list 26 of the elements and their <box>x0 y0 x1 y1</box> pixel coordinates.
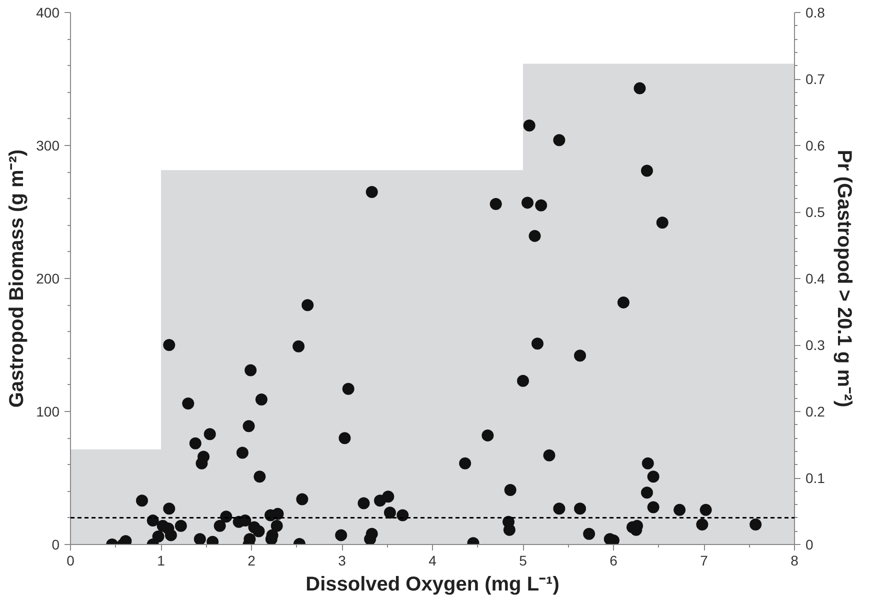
y-tick-label: 200 <box>36 270 60 286</box>
y2-tick-label: 0.1 <box>806 470 826 486</box>
y2-tick-label: 0.2 <box>806 404 826 420</box>
y-tick-label: 0 <box>52 536 60 552</box>
y2-tick-label: 0.3 <box>806 337 826 353</box>
y-tick-label: 100 <box>36 404 60 420</box>
y2-tick-label: 0.8 <box>806 4 826 20</box>
y-tick-label: 300 <box>36 138 60 154</box>
y-axis-title: Gastropod Biomass (g m⁻²) <box>6 149 28 408</box>
x-tick-label: 1 <box>157 552 166 568</box>
x-tick-label: 6 <box>610 552 618 568</box>
y2-tick-label: 0.7 <box>806 71 826 87</box>
y2-axis-title: Pr (Gastropod > 20.1 g m⁻²) <box>832 150 855 408</box>
x-tick-label: 0 <box>66 552 75 568</box>
x-tick-label: 3 <box>338 552 346 568</box>
x-tick-label: 4 <box>428 552 437 568</box>
y2-tick-label: 0.4 <box>806 270 826 286</box>
x-tick-label: 5 <box>519 552 528 568</box>
x-tick-label: 7 <box>700 552 708 568</box>
y2-tick-label: 0 <box>806 536 814 552</box>
x-tick-label: 2 <box>248 552 256 568</box>
y-tick-label: 400 <box>36 4 60 20</box>
x-tick-label: 8 <box>790 552 799 568</box>
x-axis-title: Dissolved Oxygen (mg L⁻¹) <box>306 574 560 596</box>
y2-tick-label: 0.6 <box>806 138 826 154</box>
y2-tick-label: 0.5 <box>806 204 826 220</box>
